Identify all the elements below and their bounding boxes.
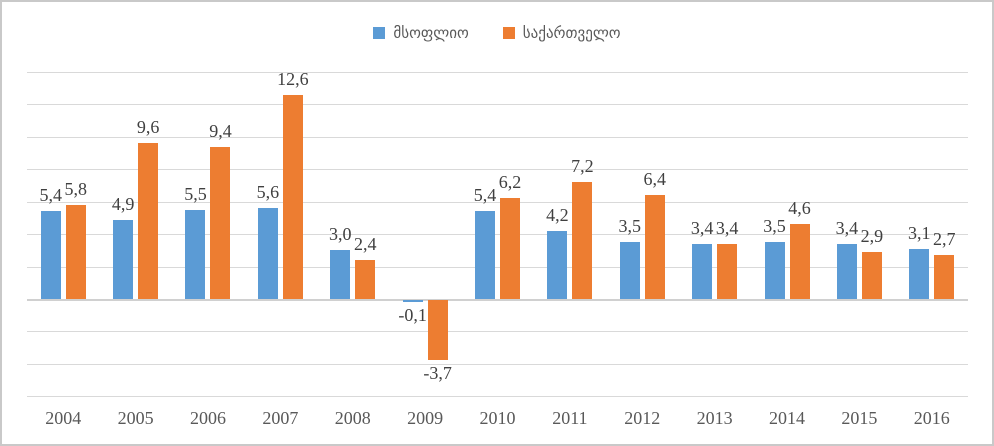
bar-label-world-2006: 5,5 xyxy=(184,183,207,204)
gridline--4 xyxy=(27,363,968,365)
bar-georgia-2005 xyxy=(138,143,159,299)
bar-georgia-2016 xyxy=(934,255,955,299)
bar-label-world-2009: -0,1 xyxy=(398,304,427,325)
bar-georgia-2011 xyxy=(572,182,593,299)
bar-label-georgia-2012: 6,4 xyxy=(643,169,667,190)
bar-label-georgia-2015: 2,9 xyxy=(860,225,884,246)
x-axis-label-2013: 2013 xyxy=(696,408,733,428)
bar-world-2008 xyxy=(330,250,351,299)
legend-item-world: მსოფლიო xyxy=(373,24,469,42)
gridline--6 xyxy=(27,396,968,398)
bar-label-world-2004: 5,4 xyxy=(39,185,62,206)
x-axis-label-2007: 2007 xyxy=(262,408,299,428)
gridline-12 xyxy=(27,104,968,106)
x-axis-label-2015: 2015 xyxy=(841,408,878,428)
bar-label-georgia-2007: 12,6 xyxy=(277,68,309,89)
chart-legend: მსოფლიო საქართველო xyxy=(2,24,992,42)
x-axis-label-2011: 2011 xyxy=(552,408,588,428)
legend-swatch-georgia-icon xyxy=(502,27,515,39)
bar-label-world-2014: 3,5 xyxy=(763,216,786,237)
bar-label-world-2013: 3,4 xyxy=(690,217,714,238)
bar-world-2012 xyxy=(619,242,640,299)
gridline-4 xyxy=(27,234,968,236)
legend-item-georgia: საქართველო xyxy=(502,24,621,42)
bar-georgia-2008 xyxy=(355,260,376,299)
bar-label-world-2016: 3,1 xyxy=(908,222,931,243)
bar-label-world-2005: 4,9 xyxy=(111,193,135,214)
bar-world-2004 xyxy=(40,211,61,299)
x-axis-label-2006: 2006 xyxy=(189,408,226,428)
bar-label-world-2012: 3,5 xyxy=(618,216,642,237)
bar-world-2010 xyxy=(475,211,495,299)
gridline-14 xyxy=(27,71,968,73)
x-axis-label-2008: 2008 xyxy=(334,408,371,428)
bar-world-2014 xyxy=(764,242,785,299)
bar-label-georgia-2010: 6,2 xyxy=(498,172,522,193)
legend-swatch-world-icon xyxy=(373,27,386,39)
bar-world-2015 xyxy=(836,243,857,299)
bar-label-georgia-2004: 5,8 xyxy=(64,178,87,199)
x-axis-label-2012: 2012 xyxy=(624,408,661,428)
bar-world-2013 xyxy=(692,243,713,299)
bar-georgia-2006 xyxy=(210,146,231,299)
legend-label-world: მსოფლიო xyxy=(393,24,469,42)
x-axis-label-2004: 2004 xyxy=(45,408,82,428)
bar-world-2005 xyxy=(113,219,134,299)
gridline--2 xyxy=(27,331,968,333)
bar-georgia-2014 xyxy=(789,224,810,299)
x-axis-label-2010: 2010 xyxy=(479,408,516,428)
bar-label-georgia-2009: -3,7 xyxy=(423,362,452,383)
bar-georgia-2009 xyxy=(427,300,448,360)
bar-georgia-2004 xyxy=(65,204,86,299)
bar-label-world-2010: 5,4 xyxy=(473,185,497,206)
gridline-8 xyxy=(27,169,968,171)
x-axis-label-2014: 2014 xyxy=(769,408,806,428)
bar-georgia-2007 xyxy=(282,94,303,299)
bar-world-2011 xyxy=(547,230,568,299)
bar-label-georgia-2011: 7,2 xyxy=(571,156,594,177)
x-axis-label-2005: 2005 xyxy=(117,408,154,428)
bar-world-2009 xyxy=(402,300,423,302)
bar-label-georgia-2008: 2,4 xyxy=(353,234,377,255)
bar-label-world-2007: 5,6 xyxy=(256,182,280,203)
gridline-10 xyxy=(27,136,968,138)
x-axis-label-2016: 2016 xyxy=(913,408,950,428)
bar-label-georgia-2013: 3,4 xyxy=(715,217,739,238)
bar-label-world-2008: 3,0 xyxy=(328,224,352,245)
bar-label-georgia-2016: 2,7 xyxy=(933,229,956,250)
bar-georgia-2013 xyxy=(717,243,738,299)
zero-gridline xyxy=(27,299,968,301)
bar-georgia-2015 xyxy=(861,251,882,299)
bar-label-georgia-2005: 9,6 xyxy=(136,117,160,138)
bar-label-world-2015: 3,4 xyxy=(835,217,859,238)
gridline-2 xyxy=(27,266,968,268)
gridline-6 xyxy=(27,201,968,203)
bar-label-world-2011: 4,2 xyxy=(546,204,569,225)
bar-georgia-2010 xyxy=(500,198,520,299)
bar-world-2006 xyxy=(185,209,206,299)
legend-label-georgia: საქართველო xyxy=(522,24,621,42)
x-axis-label-2009: 2009 xyxy=(407,408,444,428)
bar-world-2007 xyxy=(257,208,278,299)
bar-world-2016 xyxy=(909,248,930,299)
bar-georgia-2012 xyxy=(644,195,665,299)
bar-label-georgia-2006: 9,4 xyxy=(209,120,232,141)
bar-label-georgia-2014: 4,6 xyxy=(788,198,811,219)
